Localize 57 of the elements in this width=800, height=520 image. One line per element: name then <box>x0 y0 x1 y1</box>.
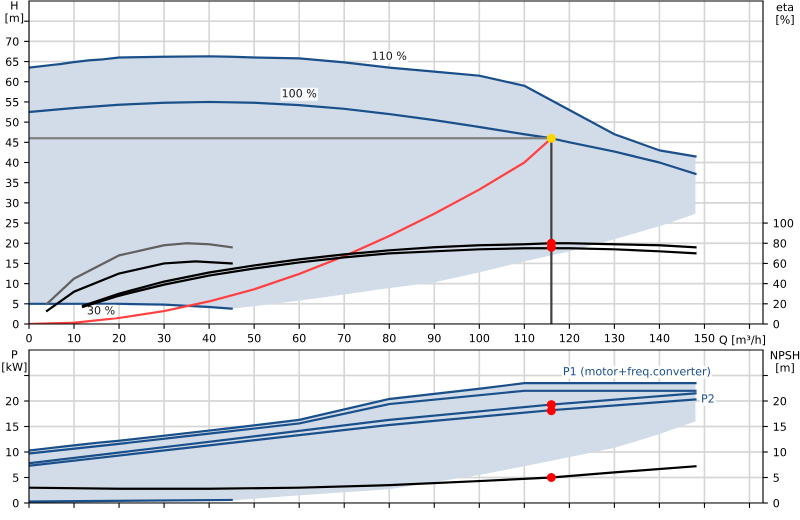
y2-tick-label: 10 <box>774 448 786 456</box>
y-tick-label: 10 <box>6 280 19 288</box>
y2-tick-label: 0 <box>773 498 780 508</box>
y-tick-label: 40 <box>6 158 19 167</box>
y-tick-label: 20 <box>6 396 19 406</box>
y-tick-label: 10 <box>6 448 19 456</box>
y2-tick-label: 5 <box>774 474 779 482</box>
y-tick-label: 0 <box>12 320 19 328</box>
annotation: 110 % <box>372 52 406 60</box>
x-tick-label: 140 <box>650 334 670 342</box>
x-tick-label: 120 <box>560 334 580 342</box>
y-tick-label: 5 <box>13 474 18 482</box>
y2-tick-label: 0 <box>773 320 780 328</box>
annotation: 30 % <box>88 306 115 314</box>
y-tick-label: 30 <box>6 198 19 208</box>
y2-tick-label: 100 <box>774 219 794 228</box>
y2-tick-label: 80 <box>773 239 786 248</box>
x-tick-label: 50 <box>248 334 260 342</box>
annotation: 100 % <box>282 89 316 98</box>
y2-axis-title: eta [%] <box>776 3 794 25</box>
x-tick-label: 0 <box>26 334 32 342</box>
annotation: P2 <box>702 394 714 403</box>
y-tick-label: 50 <box>6 118 19 127</box>
y-tick-label: 60 <box>6 78 19 86</box>
y-axis-title: P [kW] <box>2 350 26 372</box>
y-tick-label: 20 <box>6 239 19 248</box>
y-tick-label: 55 <box>6 98 18 106</box>
x-tick-label: 80 <box>382 334 396 342</box>
y2-tick-label: 60 <box>774 259 786 268</box>
y-axis-title: H [m] <box>6 1 24 24</box>
x-tick-label: 70 <box>338 334 351 342</box>
y2-tick-label: 20 <box>774 396 786 406</box>
y2-axis-title: NPSH [m] <box>770 350 800 374</box>
x-tick-label: 90 <box>428 334 441 342</box>
y-tick-label: 70 <box>6 37 19 46</box>
y-tick-label: 15 <box>6 260 18 268</box>
y-tick-label: 15 <box>6 422 18 431</box>
y-tick-label: 0 <box>12 498 19 508</box>
y2-tick-label: 40 <box>773 280 786 288</box>
y2-tick-label: 15 <box>774 422 786 431</box>
x-tick-label: 110 <box>514 334 534 342</box>
y-tick-label: 65 <box>6 58 18 66</box>
y-tick-label: 35 <box>6 178 18 188</box>
x-tick-label: 100 <box>470 334 490 342</box>
y2-tick-label: 20 <box>774 300 786 308</box>
x-tick-label: 30 <box>158 334 170 342</box>
x-tick-label: 60 <box>292 334 306 342</box>
x-tick-label: 20 <box>112 334 126 342</box>
y-tick-label: 25 <box>6 219 18 228</box>
x-axis-title: Q [m³/h] <box>720 335 766 346</box>
y-tick-label: 45 <box>6 138 18 147</box>
x-tick-label: 10 <box>68 334 80 342</box>
x-tick-label: 40 <box>202 334 216 342</box>
x-tick-label: 150 <box>695 334 714 342</box>
y-tick-label: 5 <box>13 300 18 308</box>
annotation: P1 (motor+freq.converter) <box>564 366 710 378</box>
x-tick-label: 130 <box>605 334 624 342</box>
